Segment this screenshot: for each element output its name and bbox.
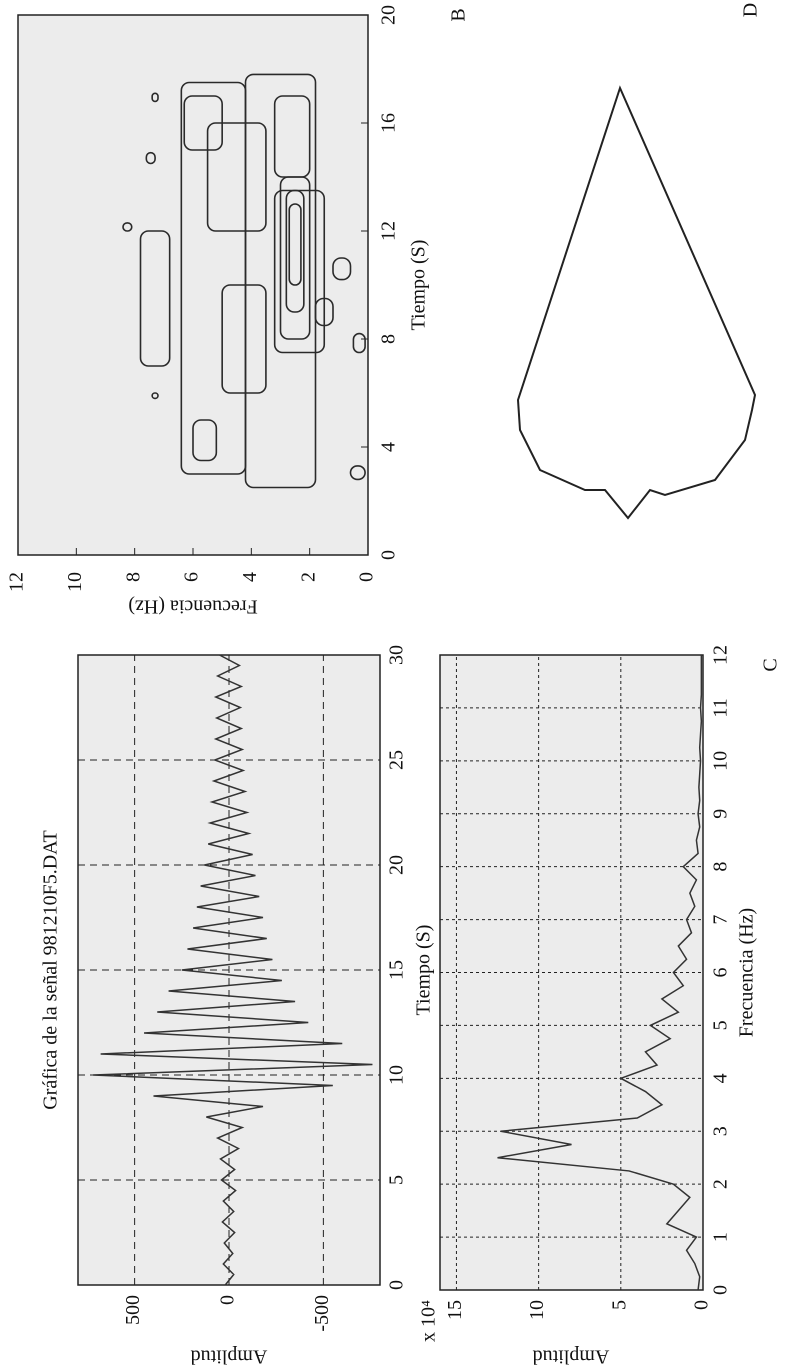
panel-label: D (740, 3, 762, 17)
x-tick-label: 6 (710, 968, 732, 978)
panel-label: C (760, 658, 782, 671)
contour (349, 465, 366, 481)
contour (151, 92, 159, 103)
x-axis-label: Tiempo (S) (408, 240, 430, 331)
x-tick-label: 20 (378, 5, 400, 25)
y-tick-label: -500 (311, 1295, 333, 1332)
contour (192, 419, 218, 462)
x-tick-label: 16 (378, 113, 400, 133)
y-tick-label: 15 (444, 1300, 466, 1320)
x-tick-label: 12 (378, 221, 400, 241)
contour (206, 122, 267, 232)
x-tick-label: 7 (710, 915, 732, 925)
contour (122, 222, 133, 232)
contour (273, 95, 311, 178)
x-tick-label: 4 (378, 442, 400, 452)
y-tick-label: 2 (297, 572, 319, 582)
y-tick-label: 0 (356, 572, 378, 582)
x-axis-label: Frecuencia (Hz) (736, 908, 758, 1037)
y-tick-label: 5 (608, 1300, 630, 1310)
contour (183, 95, 223, 151)
y-axis-label: Amplitud (191, 1345, 268, 1367)
drop-shape (516, 85, 757, 520)
y-tick-label: 0 (217, 1295, 239, 1305)
x-tick-label: 4 (710, 1073, 732, 1083)
x-tick-label: 9 (710, 809, 732, 819)
y-axis-label: Amplitud (533, 1345, 610, 1367)
contour (221, 284, 267, 394)
y-tick-label: 4 (239, 572, 261, 582)
x-tick-label: 10 (710, 751, 732, 771)
x-tick-label: 2 (710, 1179, 732, 1189)
y-tick-label: 12 (6, 572, 28, 592)
contour (145, 151, 156, 165)
chart-title: Gráfica de la señal 981210F5.DAT (40, 830, 62, 1109)
data-line (93, 654, 373, 1286)
contour (285, 189, 305, 313)
x-tick-label: 10 (386, 1065, 408, 1085)
y-tick-label: 10 (526, 1300, 548, 1320)
x-tick-label: 20 (386, 855, 408, 875)
y-tick-label: 0 (691, 1300, 713, 1310)
x-tick-label: 30 (386, 645, 408, 665)
contour (288, 203, 302, 286)
x-tick-label: 0 (378, 550, 400, 560)
y-axis-label: Frecuencia (Hz) (128, 595, 257, 617)
x-tick-label: 11 (710, 698, 732, 717)
x-tick-label: 5 (710, 1020, 732, 1030)
y-tick-label: 10 (64, 572, 86, 592)
panel-label: B (448, 8, 470, 21)
contour (314, 297, 334, 327)
contour (139, 230, 171, 367)
data-line (497, 655, 703, 1291)
contour (180, 81, 247, 475)
x-tick-label: 1 (710, 1232, 732, 1242)
contour (352, 332, 366, 354)
x-tick-label: 8 (710, 862, 732, 872)
x-tick-label: 8 (378, 334, 400, 344)
x-tick-label: 25 (386, 750, 408, 770)
y-multiplier: x 10⁴ (418, 1300, 440, 1342)
x-tick-label: 0 (386, 1280, 408, 1290)
x-tick-label: 15 (386, 960, 408, 980)
y-tick-label: 8 (122, 572, 144, 582)
contour (332, 257, 352, 281)
contour (151, 392, 159, 400)
x-tick-label: 5 (386, 1175, 408, 1185)
x-tick-label: 3 (710, 1126, 732, 1136)
x-tick-label: 0 (710, 1285, 732, 1295)
y-tick-label: 6 (181, 572, 203, 582)
y-tick-label: 500 (122, 1295, 144, 1325)
x-axis-label: Tiempo (S) (413, 925, 435, 1016)
x-tick-label: 12 (710, 645, 732, 665)
